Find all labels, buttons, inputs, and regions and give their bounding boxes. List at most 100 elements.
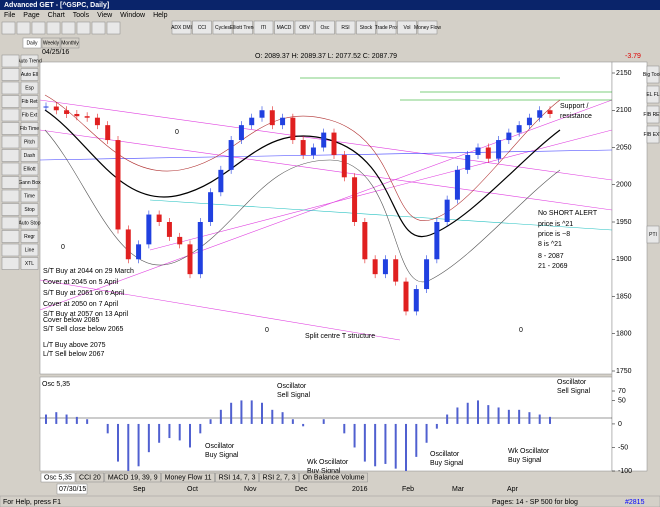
left-tool[interactable] [20, 189, 39, 203]
candle [187, 244, 193, 275]
toolbar-button[interactable] [212, 20, 233, 35]
menu-item[interactable]: Chart [48, 12, 65, 19]
left-icon[interactable] [1, 230, 20, 243]
left-tool[interactable] [20, 176, 39, 189]
right-tool-label: PTI [649, 232, 657, 238]
tool-icon[interactable] [106, 21, 121, 35]
title-bar [0, 0, 660, 10]
menu-item[interactable]: Tools [73, 12, 90, 19]
left-icon[interactable] [1, 176, 20, 189]
left-icon[interactable] [1, 149, 20, 162]
toolbar-button[interactable] [356, 20, 376, 35]
left-tool[interactable] [20, 108, 39, 122]
right-tool[interactable] [646, 65, 660, 84]
tool-icon[interactable] [16, 21, 31, 35]
candle [362, 222, 368, 260]
candle [94, 117, 100, 126]
toolbar-button[interactable] [192, 20, 212, 35]
left-tool[interactable] [20, 68, 39, 81]
right-tool[interactable] [646, 125, 660, 144]
candle [547, 110, 553, 114]
left-tool-label: Dash [24, 153, 36, 159]
left-tool[interactable] [20, 122, 39, 135]
osc-note: Wk Oscillator [307, 459, 349, 466]
period-tab[interactable] [41, 37, 61, 49]
menu-item[interactable]: Window [120, 12, 146, 19]
left-tool[interactable] [20, 257, 39, 270]
left-tool[interactable] [20, 54, 39, 68]
candle [444, 199, 450, 222]
menu-item[interactable]: Page [23, 12, 39, 19]
tool-icon[interactable] [91, 21, 106, 35]
left-icon[interactable] [1, 68, 20, 81]
left-tool[interactable] [20, 81, 39, 95]
left-tool[interactable] [20, 203, 39, 216]
indicator-tab[interactable] [259, 472, 299, 483]
period-tab[interactable] [60, 37, 80, 49]
left-icon[interactable] [1, 122, 20, 135]
left-icon[interactable] [1, 243, 20, 257]
period-tab[interactable] [22, 37, 42, 49]
left-icon[interactable] [1, 203, 20, 216]
left-tool[interactable] [20, 149, 39, 162]
candle [506, 132, 512, 141]
left-icon[interactable] [1, 162, 20, 176]
left-tool[interactable] [20, 162, 39, 176]
right-tool-label: Big Tools [643, 72, 660, 78]
toolbar-button[interactable] [376, 20, 397, 35]
candle [166, 222, 172, 237]
left-icon[interactable] [1, 135, 20, 149]
left-tool[interactable] [20, 243, 39, 257]
indicator-tab[interactable] [215, 472, 259, 483]
left-icon[interactable] [1, 108, 20, 122]
left-icon[interactable] [1, 81, 20, 95]
tool-icon[interactable] [31, 21, 46, 35]
price-tick-label: 2100 [616, 107, 632, 114]
toolbar-button[interactable] [233, 20, 253, 35]
candle [156, 214, 162, 222]
indicator-tab-label: RSI 2, 7, 3 [263, 474, 296, 481]
menu-item[interactable]: Help [153, 12, 168, 19]
toolbar-button[interactable] [294, 20, 315, 35]
right-tool[interactable] [646, 225, 660, 244]
tool-icon[interactable] [61, 21, 76, 35]
price-tick-label: 1750 [616, 368, 632, 375]
left-tool[interactable] [20, 230, 39, 243]
menu-item[interactable]: View [97, 12, 113, 19]
toolbar-button[interactable] [274, 20, 294, 35]
price-tick-label: 1850 [616, 293, 632, 300]
tool-icon[interactable] [46, 21, 61, 35]
menu-item[interactable]: File [4, 12, 15, 19]
left-tool[interactable] [20, 95, 39, 108]
left-tool[interactable] [20, 135, 39, 149]
price-axis [611, 61, 648, 472]
left-icon[interactable] [1, 257, 20, 270]
annotation: Support / [560, 103, 588, 110]
tool-icon[interactable] [76, 21, 91, 35]
toolbar-button[interactable] [417, 20, 438, 35]
indicator-tab[interactable] [75, 472, 105, 483]
indicator-tab[interactable] [299, 472, 368, 483]
indicator-tab[interactable] [161, 472, 215, 483]
left-icon[interactable] [1, 216, 20, 230]
tool-icon[interactable] [1, 21, 16, 35]
date-label: 2016 [352, 486, 368, 493]
toolbar-button[interactable] [315, 20, 335, 35]
candle [74, 113, 80, 117]
toolbar-button[interactable] [253, 20, 274, 35]
left-icon[interactable] [1, 95, 20, 108]
right-tool[interactable] [646, 105, 660, 124]
toolbar-button[interactable] [335, 20, 356, 35]
left-icon[interactable] [1, 189, 20, 203]
toolbar-button[interactable] [397, 20, 417, 35]
annotation: Cover at 2050 on 7 April [43, 301, 119, 308]
left-tool-label: Fib Ret [21, 99, 38, 105]
left-icon[interactable] [1, 54, 20, 68]
indicator-tab[interactable] [104, 472, 161, 483]
candle [259, 110, 265, 118]
right-tool[interactable] [646, 85, 660, 104]
left-tool[interactable] [20, 216, 39, 230]
indicator-tab[interactable] [40, 472, 76, 483]
annotation: price is ~8 [538, 231, 570, 238]
toolbar-button[interactable] [171, 20, 192, 35]
